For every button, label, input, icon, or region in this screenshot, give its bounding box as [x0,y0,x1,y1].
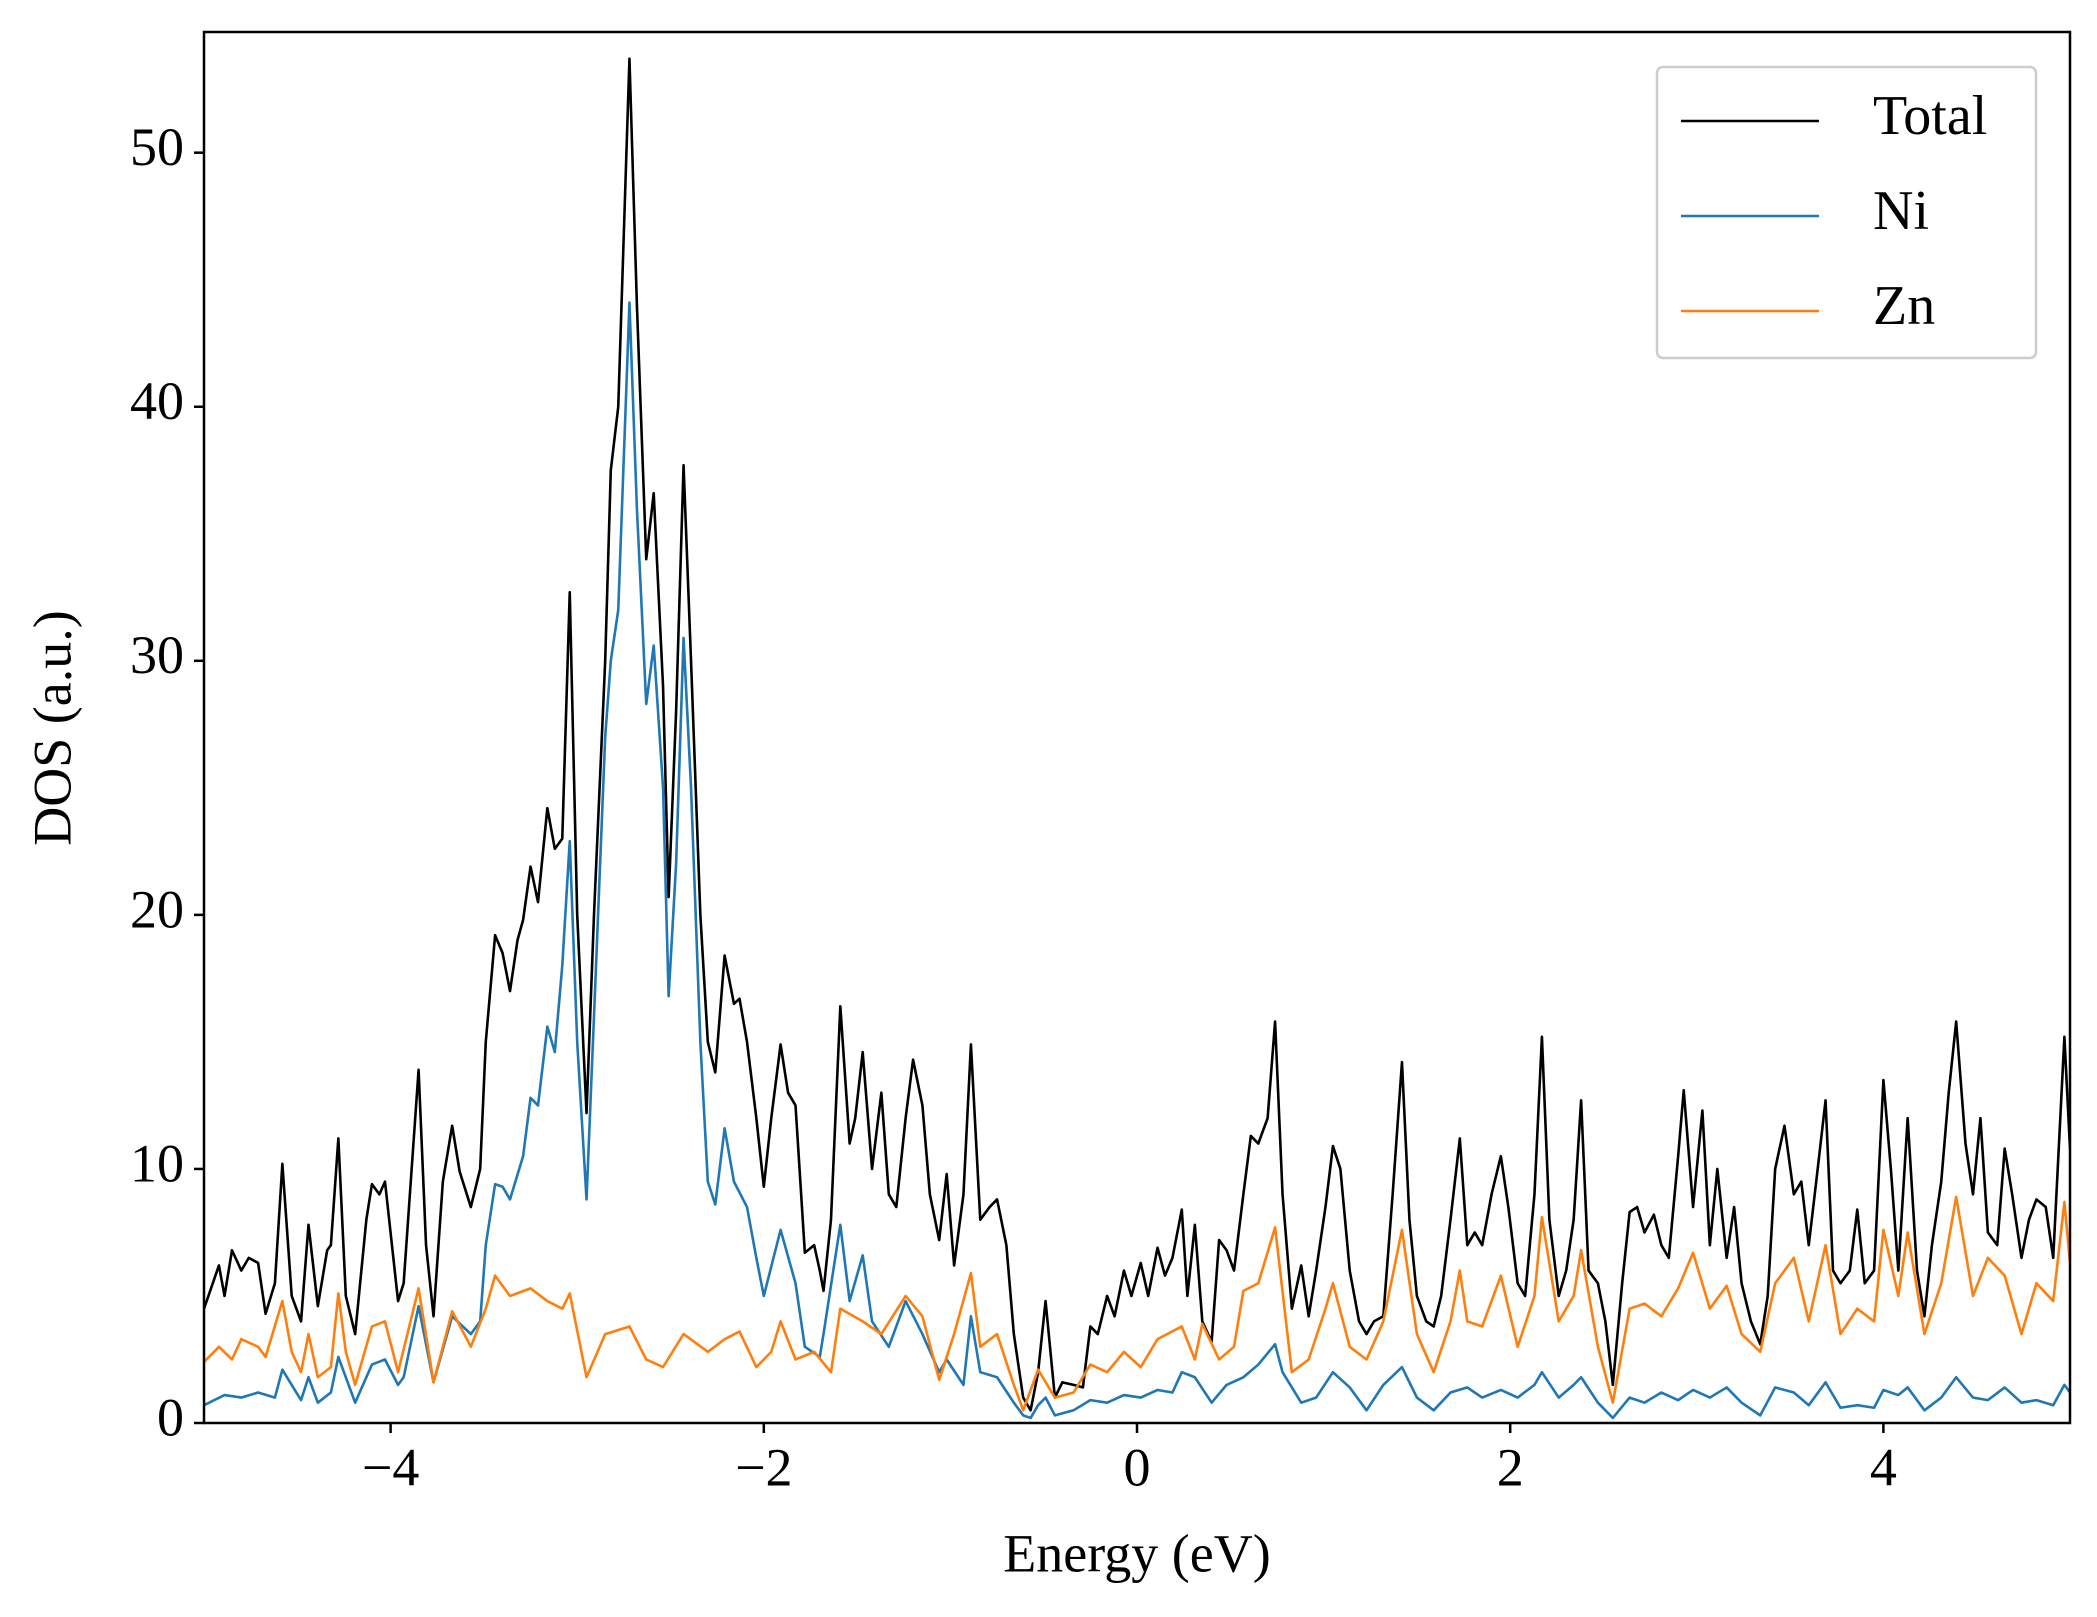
y-tick-label: 0 [157,1387,184,1447]
y-tick-label: 30 [130,625,184,685]
x-tick-label: 0 [1124,1437,1151,1497]
plot-lines [204,57,2070,1420]
series-line [204,301,2070,1420]
y-tick-label: 40 [130,371,184,431]
x-axis-label: Energy (eV) [1003,1523,1270,1583]
series-line [204,1195,2070,1412]
series-line [204,57,2070,1412]
x-tick-label: −4 [362,1437,419,1497]
legend-box [1655,65,2038,360]
y-axis-label: DOS (a.u.) [22,610,82,845]
legend-label: Ni [1873,180,1929,242]
x-tick-label: −2 [735,1437,792,1497]
x-tick-label: 2 [1497,1437,1524,1497]
legend: Total Ni Zn [1655,65,2038,360]
y-tick-label: 20 [130,879,184,939]
x-tick-label: 4 [1870,1437,1897,1497]
legend-label: Zn [1873,275,1935,337]
y-tick-label: 10 [130,1133,184,1193]
legend-label: Total [1873,85,1987,147]
y-tick-label: 50 [130,117,184,177]
